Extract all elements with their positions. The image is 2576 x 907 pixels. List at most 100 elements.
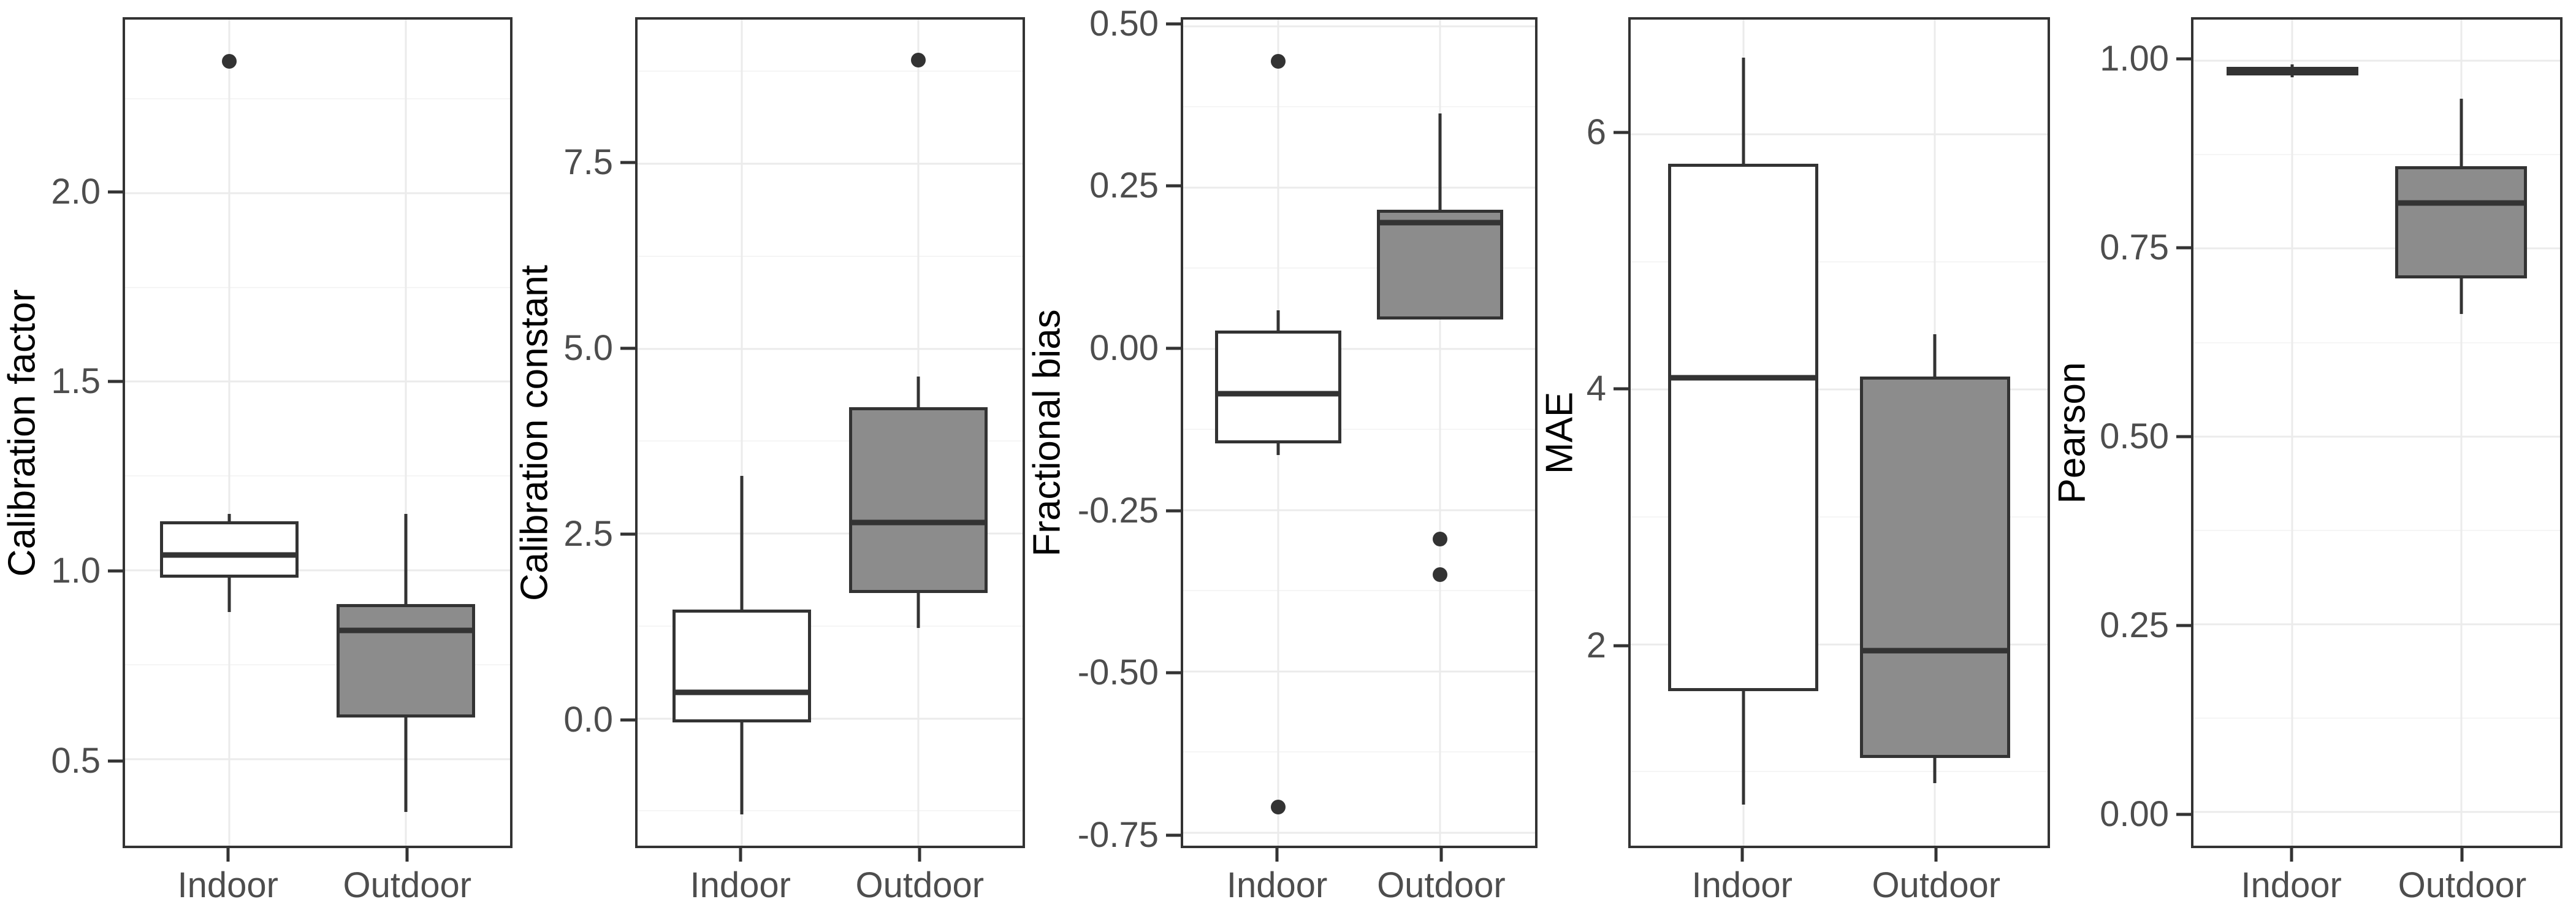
x-category-label: Outdoor (1377, 865, 1506, 905)
y-axis-title-area: Calibration constant (513, 17, 557, 848)
y-tick-label: -0.50 (1077, 653, 1159, 693)
y-tick-mark (2176, 246, 2191, 250)
major-gridline (638, 532, 1023, 535)
major-gridline (638, 163, 1023, 165)
x-axis: Indoor Outdoor (1181, 848, 1538, 905)
x-tick-mark (1740, 848, 1744, 862)
plot-area (1628, 17, 2050, 848)
x-tick-mark (1934, 848, 1938, 862)
y-tick-label: 7.5 (563, 142, 613, 182)
y-tick-mark (108, 190, 123, 194)
vertical-gridline (741, 20, 743, 846)
minor-gridline (638, 440, 1023, 442)
major-gridline (125, 192, 510, 194)
panel-pearson: Pearson 0.00 0.25 0.50 0.75 1.00 Indoor Outdo… (2050, 17, 2563, 907)
y-tick-label: 0.75 (2100, 227, 2169, 267)
minor-gridline (1183, 590, 1535, 592)
y-tick-mark (2176, 57, 2191, 61)
major-gridline (125, 380, 510, 383)
plot-area (635, 17, 1025, 848)
y-tick-label: -0.75 (1077, 814, 1159, 855)
major-gridline (125, 569, 510, 572)
major-gridline (125, 758, 510, 760)
outlier-point-outdoor (1433, 532, 1448, 547)
median-line-indoor (159, 552, 299, 558)
y-axis-ticks: 0.00 0.25 0.50 0.75 1.00 (2094, 17, 2191, 848)
major-gridline (1183, 509, 1535, 511)
x-category-label: Outdoor (2398, 865, 2527, 905)
minor-gridline (2193, 154, 2560, 156)
y-axis-ticks: 0.5 1.0 1.5 2.0 (44, 17, 123, 848)
boxplot-box-outdoor (337, 604, 476, 718)
x-axis: Indoor Outdoor (2191, 848, 2563, 905)
y-tick-label: 1.00 (2100, 38, 2169, 78)
minor-gridline (638, 71, 1023, 72)
plot-column: Indoor Outdoor (635, 17, 1025, 905)
median-line-indoor (672, 689, 811, 695)
y-tick-mark (1166, 184, 1181, 188)
x-tick-mark (739, 848, 742, 862)
boxplot-box-indoor (672, 610, 811, 722)
y-tick-mark (620, 346, 635, 350)
y-tick-mark (2176, 813, 2191, 816)
y-axis-ticks: -0.75 -0.50 -0.25 0.00 0.25 0.50 (1069, 6, 1181, 852)
median-line-outdoor (1860, 648, 2010, 654)
x-category-label: Indoor (1226, 865, 1328, 905)
plot-column: Indoor Outdoor (123, 17, 513, 905)
outlier-point-indoor (1270, 54, 1286, 69)
minor-gridline (1631, 261, 2048, 262)
minor-gridline (125, 98, 510, 100)
minor-gridline (1631, 771, 2048, 773)
minor-gridline (2193, 342, 2560, 343)
median-line-outdoor (849, 519, 988, 526)
outlier-point-outdoor (911, 53, 926, 68)
boxplot-box-indoor (159, 521, 299, 578)
plot-column: Indoor Outdoor (1181, 17, 1538, 905)
median-line-indoor (2226, 67, 2359, 74)
vertical-gridline (228, 20, 231, 846)
x-axis: Indoor Outdoor (635, 848, 1025, 905)
y-tick-mark (1166, 346, 1181, 350)
x-tick-mark (2460, 848, 2464, 862)
minor-gridline (638, 255, 1023, 257)
minor-gridline (2193, 717, 2560, 719)
boxplot-box-outdoor (1860, 377, 2010, 758)
minor-gridline (1183, 106, 1535, 108)
minor-gridline (125, 286, 510, 288)
y-axis-title: Calibration factor (1, 289, 44, 576)
x-tick-mark (2290, 848, 2293, 862)
major-gridline (1183, 832, 1535, 834)
y-tick-label: 2.5 (563, 514, 613, 554)
y-tick-label: 4 (1586, 369, 1606, 409)
y-tick-mark (1166, 509, 1181, 513)
y-tick-label: 0.00 (2100, 794, 2169, 834)
outlier-point-indoor (1270, 799, 1286, 814)
y-axis-title: Fractional bias (1026, 308, 1069, 557)
median-line-outdoor (337, 627, 476, 633)
plot-column: Indoor Outdoor (2191, 17, 2563, 905)
y-tick-label: 0.5 (51, 740, 101, 781)
vertical-gridline (2460, 20, 2463, 846)
x-tick-mark (918, 848, 921, 862)
y-tick-label: 0.50 (2100, 416, 2169, 456)
major-gridline (2193, 623, 2560, 626)
y-axis-title: MAE (1538, 391, 1581, 474)
y-tick-label: 0.00 (1089, 327, 1159, 368)
minor-gridline (1183, 751, 1535, 753)
x-category-label: Indoor (1691, 865, 1793, 905)
x-tick-mark (1439, 848, 1443, 862)
y-axis-title-area: Calibration factor (0, 17, 44, 848)
major-gridline (1631, 388, 2048, 391)
y-tick-mark (2176, 435, 2191, 438)
minor-gridline (638, 810, 1023, 812)
boxplot-box-outdoor (849, 407, 988, 593)
x-axis: Indoor Outdoor (123, 848, 513, 905)
y-tick-mark (620, 718, 635, 722)
boxplot-box-outdoor (2395, 166, 2528, 279)
boxplot-box-indoor (1668, 163, 1818, 692)
x-category-label: Outdoor (1872, 865, 2001, 905)
x-category-label: Indoor (690, 865, 791, 905)
plot-column: Indoor Outdoor (1628, 17, 2050, 905)
y-tick-label: 0.50 (1089, 3, 1159, 44)
